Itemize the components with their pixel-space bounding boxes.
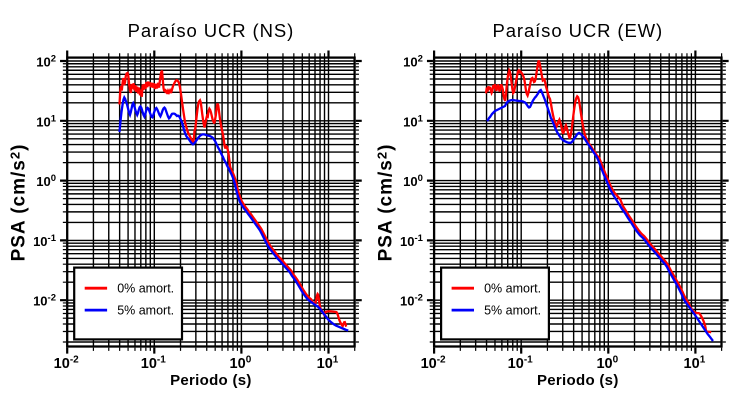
- svg-text:5% amort.: 5% amort.: [117, 303, 174, 317]
- svg-text:0% amort.: 0% amort.: [117, 281, 174, 295]
- svg-text:Periodo (s): Periodo (s): [170, 372, 252, 389]
- svg-text:PSA (cm/s2): PSA (cm/s2): [8, 144, 30, 262]
- svg-text:Paraíso UCR (NS): Paraíso UCR (NS): [128, 20, 295, 41]
- svg-text:5% amort.: 5% amort.: [484, 303, 541, 317]
- svg-text:0% amort.: 0% amort.: [484, 281, 541, 295]
- svg-text:Periodo (s): Periodo (s): [537, 372, 619, 389]
- svg-text:Paraíso UCR (EW): Paraíso UCR (EW): [492, 20, 663, 41]
- svg-text:PSA (cm/s2): PSA (cm/s2): [375, 144, 397, 262]
